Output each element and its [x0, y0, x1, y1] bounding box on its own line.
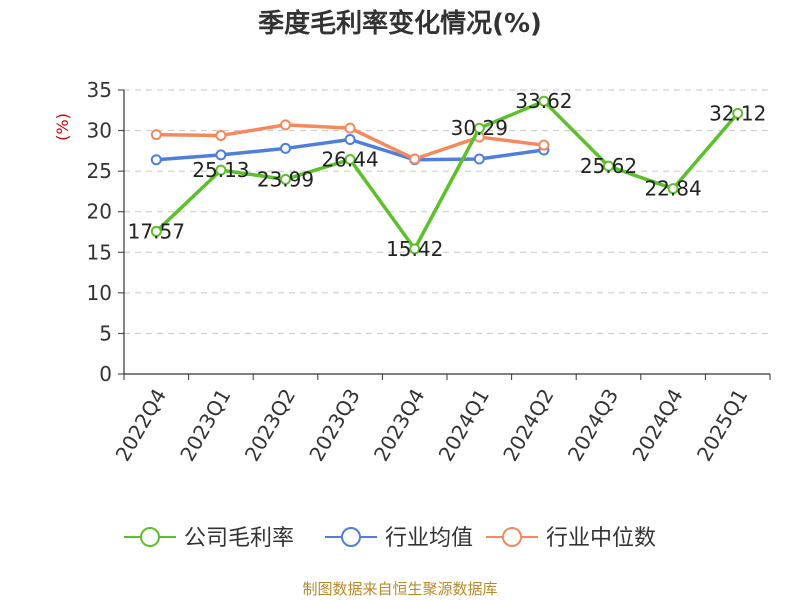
legend-label: 行业中位数	[546, 526, 656, 551]
data-point	[280, 173, 291, 185]
y-tick-label: 20	[87, 200, 112, 224]
x-tick-label: 2023Q4	[369, 385, 429, 466]
data-label: 23.99	[257, 167, 314, 191]
data-label: 26.44	[321, 147, 378, 171]
legend: 公司毛利率 行业均值 行业中位数	[124, 526, 656, 551]
legend-marker	[502, 527, 522, 547]
x-tick-label: 2023Q2	[240, 385, 300, 466]
data-point	[344, 122, 356, 134]
x-tick-label: 2025Q1	[692, 385, 752, 466]
data-point	[215, 164, 227, 176]
y-tick-label: 15	[87, 240, 112, 264]
data-point	[215, 129, 227, 141]
data-label: 17.57	[128, 219, 185, 243]
data-point	[538, 95, 550, 107]
series-group	[150, 95, 744, 255]
x-tick-label: 2024Q2	[498, 385, 558, 466]
data-point	[344, 153, 356, 165]
data-label: 22.84	[644, 177, 701, 201]
y-tick-label: 5	[99, 321, 112, 345]
data-point	[409, 153, 421, 165]
data-label: 15.42	[386, 237, 443, 261]
data-point	[473, 122, 485, 134]
y-tick-label: 35	[87, 78, 112, 102]
data-point	[603, 160, 614, 172]
legend-marker	[341, 527, 361, 547]
data-point	[344, 133, 356, 145]
chart-title: 季度毛利率变化情况(%)	[258, 8, 542, 39]
legend-marker	[140, 527, 160, 547]
x-tick-label: 2024Q4	[627, 385, 687, 466]
y-tick-label: 25	[87, 159, 112, 183]
data-point	[538, 139, 550, 151]
y-axis-label: (%)	[53, 113, 72, 141]
y-tick-label: 30	[87, 119, 112, 143]
series-line	[155, 99, 740, 251]
data-label: 30.29	[451, 116, 508, 140]
data-label: 33.62	[515, 89, 572, 113]
data-point	[215, 149, 227, 161]
legend-label: 公司毛利率	[184, 526, 294, 551]
data-point	[473, 153, 485, 165]
data-point	[409, 243, 421, 255]
y-tick-label: 10	[87, 281, 112, 305]
x-tick-label: 2022Q4	[111, 385, 171, 466]
x-tick-label: 2023Q3	[304, 385, 364, 466]
data-point	[150, 225, 162, 237]
data-point	[150, 129, 162, 141]
data-label: 25.62	[580, 154, 637, 178]
data-point	[280, 142, 291, 154]
data-point	[280, 119, 291, 131]
data-label: 25.13	[192, 158, 249, 182]
source-note: 制图数据来自恒生聚源数据库	[302, 580, 497, 598]
y-tick-label: 0	[99, 362, 112, 386]
data-point	[150, 154, 162, 166]
legend-label: 行业均值	[385, 526, 473, 551]
x-tick-label: 2024Q1	[434, 385, 494, 466]
x-tick-label: 2023Q1	[175, 385, 235, 466]
data-point	[667, 183, 679, 195]
data-point	[732, 107, 744, 119]
x-tick-label: 2024Q3	[563, 385, 623, 466]
data-label: 32.12	[709, 101, 766, 125]
data-labels: 17.57 25.13 23.99 26.44 15.42 30.29 33.62 25.62…	[128, 89, 767, 261]
grid	[124, 89, 770, 334]
